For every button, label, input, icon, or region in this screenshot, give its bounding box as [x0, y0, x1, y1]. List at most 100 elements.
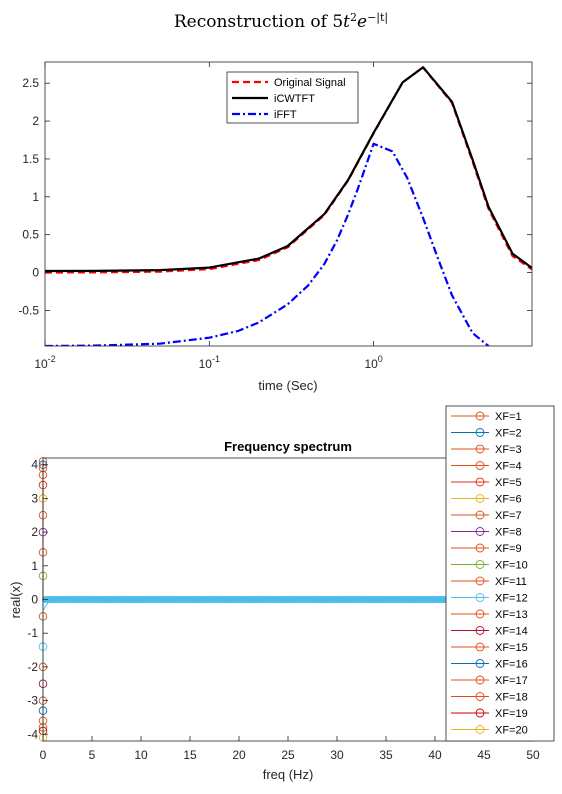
legend-label-5: XF=5	[495, 477, 522, 489]
spectrum-x-label: freq (Hz)	[263, 767, 314, 782]
baseline-marker	[428, 595, 437, 604]
baseline-marker	[348, 595, 356, 604]
baseline-marker	[277, 595, 285, 604]
baseline-marker	[345, 595, 353, 604]
x-tick-label: 15	[183, 748, 197, 762]
x-tick-label: 20	[232, 748, 246, 762]
baseline-marker	[372, 595, 380, 604]
baseline-marker	[98, 595, 106, 604]
baseline-marker	[125, 595, 133, 604]
baseline-marker	[399, 595, 407, 604]
baseline-marker	[252, 595, 260, 604]
y-tick-label: 1.5	[22, 152, 39, 166]
baseline-marker	[264, 595, 272, 604]
legend-label-10: XF=10	[495, 560, 528, 572]
y-tick-label: 3	[31, 491, 38, 505]
baseline-marker	[218, 595, 226, 604]
y-tick-label: -1	[27, 626, 38, 640]
baseline-marker	[220, 595, 228, 604]
legend-marker-18	[475, 692, 485, 701]
baseline-marker	[61, 595, 69, 604]
legend-label-3: iFFT	[274, 109, 297, 121]
baseline-marker	[110, 595, 118, 604]
x-tick-label: 0	[40, 748, 47, 762]
baseline-marker	[166, 595, 174, 604]
baseline-marker	[426, 595, 434, 604]
baseline-marker	[78, 595, 86, 604]
baseline-marker	[389, 595, 397, 604]
baseline-marker	[223, 595, 231, 604]
baseline-marker	[66, 595, 74, 604]
x-tick-label: 5	[89, 748, 96, 762]
baseline-marker	[242, 595, 250, 604]
x-tick-label: 45	[477, 748, 491, 762]
baseline-marker	[95, 595, 103, 604]
baseline-marker	[392, 595, 400, 604]
baseline-marker	[250, 595, 258, 604]
baseline-marker	[328, 595, 336, 604]
baseline-marker	[115, 595, 123, 604]
legend-label-2: iCWTFT	[274, 93, 315, 105]
baseline-marker	[235, 595, 243, 604]
baseline-marker	[335, 595, 344, 604]
baseline-marker	[169, 595, 177, 604]
legend-marker-11	[475, 576, 485, 586]
legend-label-13: XF=13	[495, 609, 528, 621]
baseline-marker	[262, 595, 270, 604]
baseline-marker	[120, 595, 128, 604]
baseline-marker	[83, 595, 91, 604]
legend-marker-9	[475, 543, 485, 553]
legend-label-14: XF=14	[495, 626, 528, 638]
y-tick-label: 2.5	[22, 76, 39, 90]
legend-marker-14	[475, 626, 485, 635]
legend-label-18: XF=18	[495, 692, 528, 704]
legend-marker-10	[475, 560, 485, 569]
baseline-marker	[431, 595, 439, 604]
x-tick-label: 10	[134, 748, 148, 762]
baseline-marker	[186, 595, 194, 604]
baseline-marker	[164, 595, 172, 604]
baseline-marker	[382, 595, 390, 604]
legend-marker-8	[475, 527, 485, 536]
baseline-marker	[289, 595, 297, 604]
x-tick-label: 25	[281, 748, 295, 762]
baseline-marker	[88, 595, 96, 604]
legend-marker-19	[475, 708, 485, 718]
baseline-marker	[174, 595, 182, 604]
spectrum-ticks: 0 5 10 15 20 25 30 35 40 45 50 -4 -3 -2 -1 0 1 2 3 4	[27, 458, 540, 762]
baseline-marker	[171, 595, 179, 604]
legend-label-19: XF=19	[495, 708, 528, 720]
baseline-marker	[306, 595, 314, 604]
baseline-marker	[198, 595, 206, 604]
baseline-marker	[90, 595, 99, 604]
baseline-marker	[299, 595, 307, 604]
baseline-marker	[240, 595, 248, 604]
legend-label-8: XF=8	[495, 527, 522, 539]
baseline-marker	[49, 595, 57, 604]
baseline-marker	[357, 595, 366, 604]
baseline-marker	[213, 595, 221, 604]
baseline-marker	[367, 595, 375, 604]
baseline-marker	[267, 595, 275, 604]
baseline-marker	[196, 595, 204, 604]
baseline-marker	[54, 595, 62, 604]
baseline-marker	[122, 595, 130, 604]
legend-label-16: XF=16	[495, 659, 528, 671]
baseline-marker	[245, 595, 253, 604]
baseline-marker	[142, 595, 150, 604]
baseline-marker	[215, 595, 223, 604]
spectrum-title: Frequency spectrum	[224, 439, 352, 454]
baseline-marker	[76, 595, 84, 604]
baseline-marker	[203, 595, 211, 604]
baseline-marker	[291, 595, 299, 604]
baseline-marker	[286, 595, 295, 604]
baseline-marker	[159, 595, 167, 604]
baseline-marker	[112, 595, 121, 604]
baseline-marker	[139, 595, 148, 604]
baseline-marker	[274, 595, 282, 604]
baseline-marker	[71, 595, 79, 604]
baseline-marker	[404, 595, 412, 604]
legend-label-12: XF=12	[495, 593, 528, 605]
baseline-marker	[279, 595, 287, 604]
legend-marker-5	[475, 477, 485, 487]
